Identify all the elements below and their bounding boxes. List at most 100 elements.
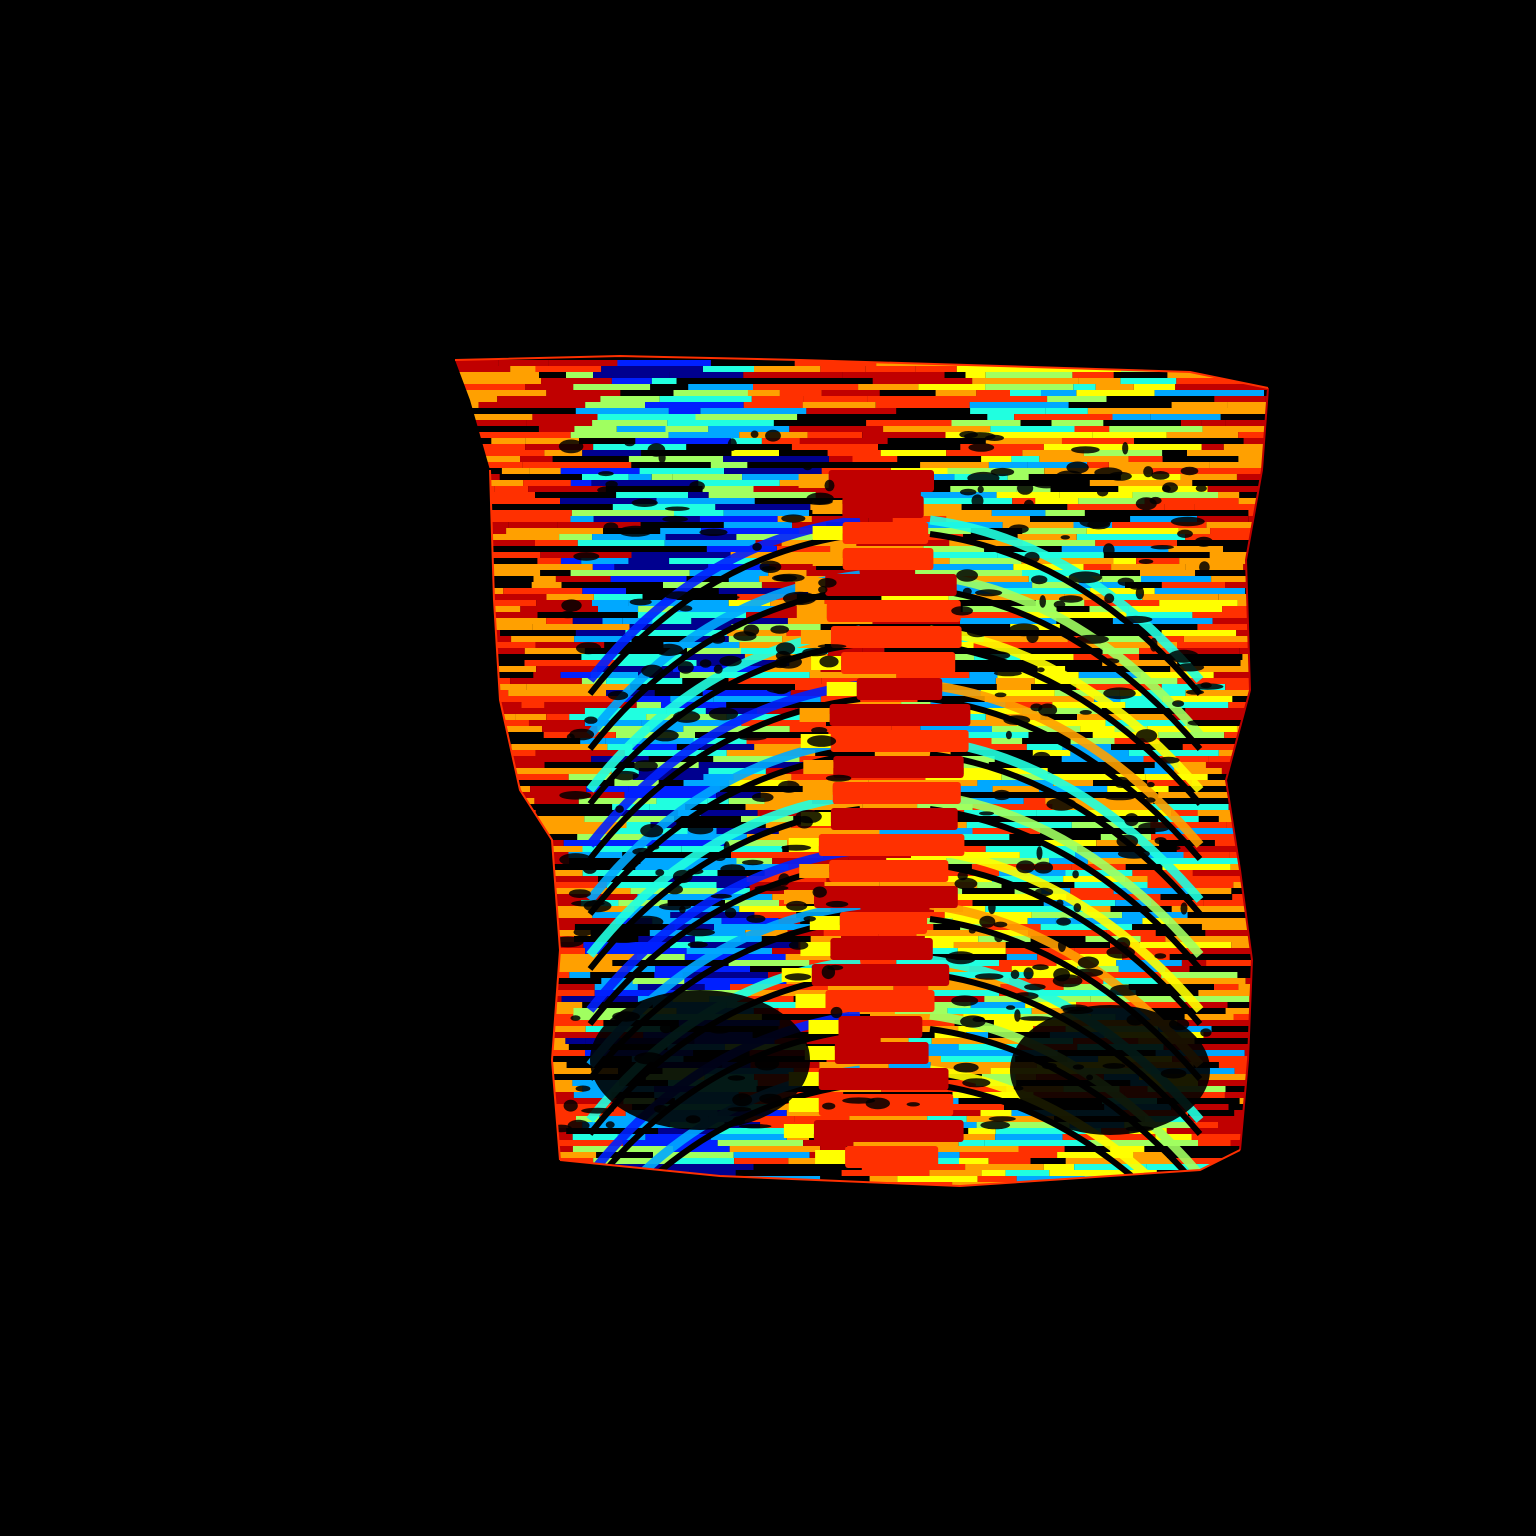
slice-band [1189,966,1243,972]
gap [1034,861,1053,874]
slice-band [593,516,700,522]
slice-band [523,480,571,486]
slice-band [483,744,512,750]
slice-band [1229,990,1268,996]
slice-band [637,1188,700,1194]
slice-band [455,816,486,822]
slice-band [1083,564,1112,570]
slice-band [702,486,754,492]
slice-band [1265,396,1268,402]
gap [597,486,617,494]
slice-band [1030,1158,1066,1164]
slice-band [976,390,1010,396]
vertebra-edge [812,552,843,566]
slice-band [754,498,794,504]
slice-band [1256,792,1268,798]
slice-band [455,576,534,582]
slice-band [717,870,765,876]
slice-band [960,444,1044,450]
slice-band [1086,810,1172,816]
slice-band [1230,1140,1268,1146]
slice-band [1200,948,1268,954]
slice-band [598,876,666,882]
slice-band [968,1128,996,1134]
slice-band [1140,936,1166,942]
slice-band [1022,450,1084,456]
slice-band [1253,942,1268,948]
slice-band [708,426,790,432]
slice-band [1247,360,1268,366]
slice-band [1272,1188,1309,1194]
slice-band [1222,606,1268,612]
slice-band [741,720,826,726]
gap [583,899,612,913]
slice-band [1090,996,1154,1002]
slice-band [674,816,741,822]
slice-band [725,900,779,906]
slice-band [455,936,496,942]
slice-band [1122,912,1188,918]
slice-band [625,630,727,636]
slice-band [1144,1146,1240,1152]
slice-band [455,1176,525,1182]
gap [743,624,760,637]
slice-band [582,474,629,480]
vertebra [830,626,962,648]
slice-band [930,1062,1037,1068]
slice-band [455,1020,494,1026]
slice-band [868,516,893,522]
bottom-contour [559,1149,1241,1188]
slice-band [1143,360,1198,366]
slice-band [996,588,1091,594]
gap [752,542,762,551]
slice-band [455,504,482,510]
vertebra-edge [808,1020,839,1034]
slice-band [995,1134,1063,1140]
slice-band [797,414,882,420]
slice-band [501,468,530,474]
slice-band [1194,504,1268,510]
gap [699,659,712,668]
gap [951,995,979,1007]
slice-band [941,1056,1016,1062]
slice-band [1237,600,1268,606]
slice-band [455,750,468,756]
slice-band [713,756,800,762]
slice-band [730,984,828,990]
slice-band [891,528,971,534]
slice-band [455,1158,512,1164]
slice-band [592,912,671,918]
vertebra [830,730,969,752]
slice-band [1253,732,1268,738]
slice-band [951,420,1021,426]
gap [710,893,732,899]
slice-band [1210,528,1254,534]
slice-band [492,1116,576,1122]
slice-band [455,930,538,936]
vertebra [830,808,958,830]
slice-band [535,1068,619,1074]
slice-band [611,378,652,384]
slice-band [1177,642,1258,648]
slice-band [1160,978,1246,984]
vertebra-edge [826,682,857,696]
slice-band [944,372,966,378]
slice-band [731,864,789,870]
vertebra [833,756,964,778]
slice-band [552,456,629,462]
slice-band [533,672,561,678]
slice-band [455,708,487,714]
vertebra-edge [799,708,830,722]
slice-band [626,822,651,828]
rib-right [929,680,1204,848]
gap [971,494,984,508]
slice-band [487,1110,536,1116]
slice-band [1125,444,1202,450]
slice-band [508,522,558,528]
gap [559,610,576,619]
gap [689,481,705,492]
slice-band [476,774,569,780]
gap [630,915,664,928]
slice-band [455,696,470,702]
slice-band [464,702,522,708]
